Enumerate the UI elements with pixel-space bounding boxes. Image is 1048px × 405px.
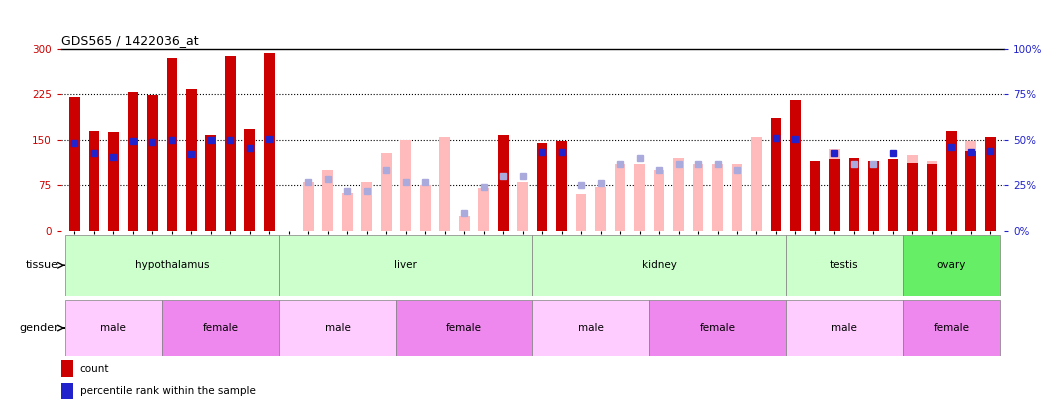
Bar — [650, 300, 786, 356]
Bar — [888, 159, 898, 231]
Bar — [693, 164, 703, 231]
Bar — [790, 100, 801, 231]
Bar — [88, 130, 100, 231]
Bar — [926, 164, 937, 231]
Bar — [279, 235, 532, 296]
Bar — [829, 159, 839, 231]
Bar — [786, 235, 902, 296]
Bar — [751, 137, 762, 231]
Text: female: female — [934, 323, 969, 333]
Bar — [902, 300, 1000, 356]
Bar — [323, 170, 333, 231]
Bar — [556, 141, 567, 231]
Bar — [518, 182, 528, 231]
Text: ovary: ovary — [937, 260, 966, 270]
Bar — [907, 163, 918, 231]
Bar — [205, 136, 216, 231]
Bar — [868, 161, 879, 231]
Bar — [810, 161, 821, 231]
Bar — [575, 194, 587, 231]
Bar — [786, 300, 902, 356]
Bar — [478, 188, 489, 231]
Text: count: count — [80, 364, 109, 373]
Bar — [829, 149, 839, 231]
Text: male: male — [101, 323, 127, 333]
Bar — [634, 164, 645, 231]
Bar — [108, 132, 118, 231]
Text: gender: gender — [19, 323, 59, 333]
Bar — [615, 164, 626, 231]
Bar — [380, 153, 392, 231]
Text: male: male — [577, 323, 604, 333]
Bar — [420, 185, 431, 231]
Bar — [400, 140, 411, 231]
Bar — [162, 300, 279, 356]
Bar — [128, 92, 138, 231]
Bar — [595, 187, 606, 231]
Text: tissue: tissue — [26, 260, 59, 270]
Bar — [362, 182, 372, 231]
Text: male: male — [325, 323, 350, 333]
Bar — [439, 137, 450, 231]
Text: male: male — [831, 323, 857, 333]
Bar — [225, 56, 236, 231]
Bar — [965, 141, 977, 231]
Text: female: female — [202, 323, 239, 333]
Bar — [303, 182, 313, 231]
Text: testis: testis — [830, 260, 858, 270]
Bar — [264, 53, 275, 231]
Bar — [147, 95, 158, 231]
Bar — [342, 192, 352, 231]
Bar — [244, 129, 255, 231]
Bar — [732, 164, 742, 231]
Bar — [65, 300, 162, 356]
Bar — [946, 130, 957, 231]
Bar — [532, 235, 786, 296]
Bar — [532, 300, 650, 356]
Bar — [985, 137, 996, 231]
Text: female: female — [699, 323, 736, 333]
Bar — [279, 300, 396, 356]
Text: liver: liver — [394, 260, 417, 270]
Bar — [810, 161, 821, 231]
Bar — [965, 151, 977, 231]
Bar — [537, 143, 547, 231]
Bar — [868, 161, 879, 231]
Bar — [185, 89, 197, 231]
Bar — [902, 235, 1000, 296]
Bar — [498, 135, 508, 231]
Bar — [907, 155, 918, 231]
Bar — [65, 235, 279, 296]
Text: percentile rank within the sample: percentile rank within the sample — [80, 386, 256, 396]
Text: hypothalamus: hypothalamus — [134, 260, 210, 270]
Bar — [167, 58, 177, 231]
Bar — [849, 158, 859, 231]
Text: GDS565 / 1422036_at: GDS565 / 1422036_at — [61, 34, 198, 47]
Bar — [926, 161, 937, 231]
Bar — [713, 164, 723, 231]
Bar — [849, 159, 859, 231]
Bar — [673, 158, 684, 231]
Text: female: female — [446, 323, 482, 333]
Bar — [69, 97, 80, 231]
Bar — [770, 118, 782, 231]
Bar — [654, 170, 664, 231]
Text: kidney: kidney — [641, 260, 677, 270]
Bar — [459, 215, 470, 231]
Bar — [396, 300, 532, 356]
